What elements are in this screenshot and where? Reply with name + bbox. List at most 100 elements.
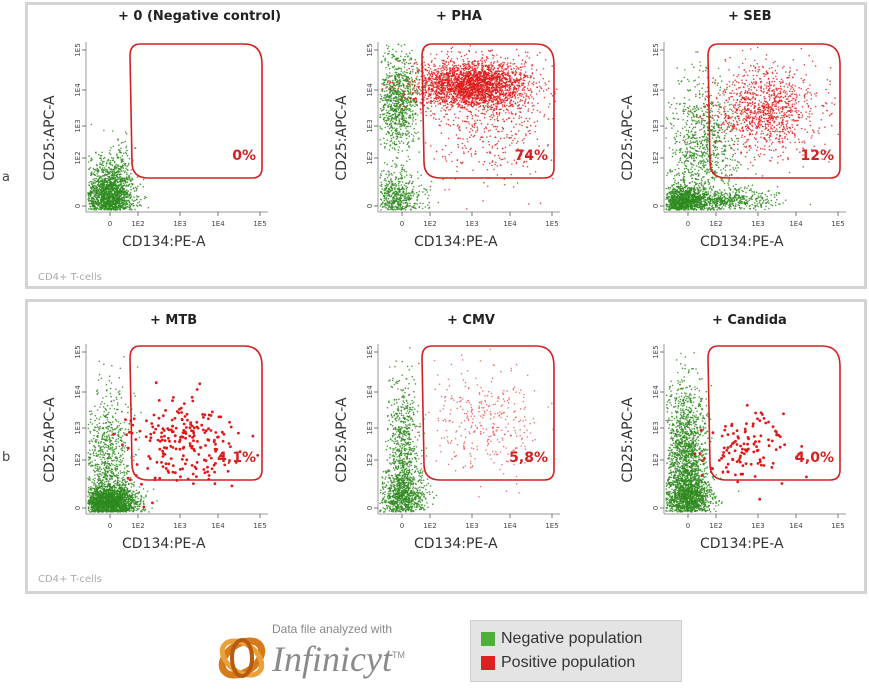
event-dot bbox=[409, 84, 411, 86]
event-dot bbox=[393, 188, 396, 191]
event-dot bbox=[387, 93, 389, 95]
event-dot bbox=[136, 176, 139, 178]
event-dot bbox=[103, 167, 106, 169]
event-dot bbox=[401, 89, 403, 92]
event-dot bbox=[500, 80, 503, 82]
event-dot bbox=[407, 141, 410, 143]
event-dot bbox=[538, 90, 541, 92]
event-dot bbox=[385, 114, 388, 117]
event-dot bbox=[409, 90, 412, 92]
event-dot bbox=[465, 97, 468, 99]
event-dot bbox=[386, 123, 388, 125]
event-dot bbox=[109, 149, 111, 152]
event-dot bbox=[389, 86, 391, 89]
event-dot bbox=[477, 75, 480, 78]
event-dot bbox=[457, 64, 460, 67]
event-dot bbox=[518, 103, 520, 106]
event-dot bbox=[383, 142, 386, 144]
event-dot bbox=[94, 188, 96, 190]
event-dot bbox=[386, 112, 388, 114]
event-dot bbox=[406, 85, 409, 87]
event-dot bbox=[110, 169, 113, 171]
event-dot bbox=[390, 179, 392, 181]
event-dot bbox=[116, 194, 119, 196]
event-dot bbox=[395, 192, 397, 195]
event-dot bbox=[536, 54, 539, 56]
event-dot bbox=[400, 100, 403, 102]
event-dot bbox=[407, 145, 410, 147]
event-dot bbox=[88, 200, 90, 202]
event-dot bbox=[508, 117, 511, 119]
event-dot bbox=[100, 204, 103, 206]
event-dot bbox=[414, 105, 416, 108]
event-dot bbox=[527, 84, 530, 86]
event-dot bbox=[110, 174, 113, 177]
event-dot bbox=[394, 118, 397, 120]
event-dot bbox=[490, 63, 492, 65]
event-dot bbox=[402, 82, 404, 85]
event-dot bbox=[394, 183, 396, 185]
event-dot bbox=[121, 204, 123, 207]
event-dot bbox=[397, 98, 399, 101]
event-dot bbox=[466, 103, 468, 105]
event-dot bbox=[389, 140, 391, 143]
event-dot bbox=[89, 195, 92, 198]
event-dot bbox=[125, 176, 128, 178]
event-dot bbox=[411, 83, 414, 86]
event-dot bbox=[94, 207, 97, 209]
event-dot bbox=[99, 187, 101, 189]
event-dot bbox=[393, 206, 395, 208]
event-dot bbox=[393, 141, 396, 143]
event-dot bbox=[388, 45, 390, 48]
event-dot bbox=[400, 88, 402, 91]
event-dot bbox=[397, 96, 400, 99]
event-dot bbox=[519, 100, 521, 102]
event-dot bbox=[492, 65, 494, 67]
event-dot bbox=[131, 178, 134, 181]
event-dot bbox=[109, 200, 111, 203]
scatter-plot-pha: 001E21E21E31E31E41E41E51E5CD134:PE-ACD25… bbox=[334, 42, 560, 250]
event-dot bbox=[412, 113, 414, 116]
event-dot bbox=[496, 89, 499, 92]
event-dot bbox=[444, 87, 447, 89]
event-dot bbox=[531, 68, 533, 70]
event-dot bbox=[486, 68, 488, 71]
event-dot bbox=[394, 129, 396, 132]
event-dot bbox=[89, 167, 92, 169]
event-dot bbox=[95, 152, 97, 154]
event-dot bbox=[433, 63, 435, 66]
event-dot bbox=[436, 82, 439, 84]
event-dot bbox=[415, 77, 417, 79]
event-dot bbox=[436, 71, 438, 73]
event-dot bbox=[392, 48, 394, 51]
event-dot bbox=[401, 178, 403, 180]
event-dot bbox=[410, 176, 413, 179]
event-dot bbox=[110, 190, 113, 192]
event-dot bbox=[492, 111, 494, 113]
event-dot bbox=[414, 101, 417, 104]
event-dot bbox=[383, 147, 386, 149]
event-dot bbox=[379, 108, 382, 110]
event-dot bbox=[139, 183, 142, 185]
event-dot bbox=[102, 187, 104, 190]
x-tick-label: 1E4 bbox=[503, 220, 517, 228]
event-dot bbox=[396, 127, 398, 130]
event-dot bbox=[409, 202, 411, 205]
x-tick-label: 1E5 bbox=[253, 220, 266, 228]
event-dot bbox=[408, 109, 410, 112]
event-dot bbox=[494, 70, 497, 73]
event-dot bbox=[129, 197, 131, 200]
event-dot bbox=[410, 133, 413, 136]
event-dot bbox=[384, 59, 386, 62]
plot-title-candida: + Candida bbox=[712, 313, 787, 328]
event-dot bbox=[513, 84, 515, 86]
event-dot bbox=[404, 55, 406, 58]
event-dot bbox=[463, 94, 465, 96]
event-dot bbox=[407, 132, 409, 135]
event-dot bbox=[494, 91, 497, 94]
event-dot bbox=[397, 191, 400, 193]
event-dot bbox=[111, 171, 113, 173]
event-dot bbox=[400, 103, 402, 105]
event-dot bbox=[380, 174, 382, 177]
event-dot bbox=[519, 94, 521, 97]
